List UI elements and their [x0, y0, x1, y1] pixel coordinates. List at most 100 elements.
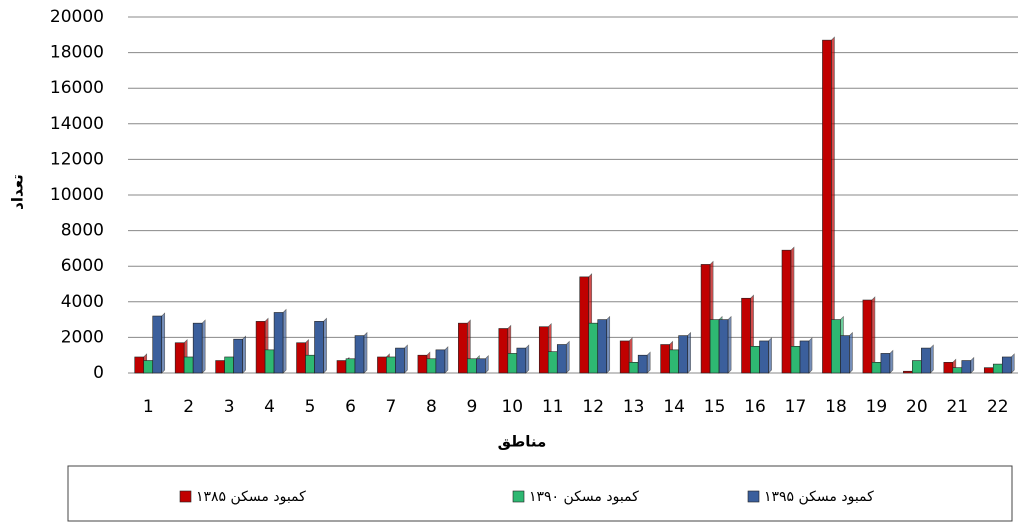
y-tick-label: 20000 [50, 7, 104, 27]
bar [134, 356, 145, 374]
x-tick-label: 19 [866, 397, 888, 417]
x-tick-label: 1 [143, 397, 154, 417]
bar [822, 39, 832, 374]
bar [458, 322, 468, 374]
x-tick-label: 9 [466, 397, 477, 417]
bar [628, 362, 639, 374]
bar-side [201, 319, 206, 374]
bar [467, 358, 477, 374]
bar [498, 328, 509, 374]
x-tick-label: 4 [264, 397, 275, 417]
y-tick-label: 4000 [61, 292, 104, 312]
bar-side [889, 349, 894, 374]
bar-side [727, 315, 732, 374]
bar [799, 340, 810, 374]
bar-side [768, 337, 772, 374]
y-tick-label: 16000 [50, 78, 104, 98]
bar [588, 322, 599, 374]
bar [862, 299, 873, 374]
bar-side [606, 315, 611, 374]
x-tick-label: 22 [987, 397, 1009, 417]
bar [395, 347, 405, 374]
bar [547, 351, 558, 374]
bar-side [849, 331, 853, 374]
bar [215, 360, 225, 374]
bar [912, 360, 922, 374]
bar [417, 354, 428, 374]
bar [143, 360, 154, 374]
bar [952, 367, 963, 374]
bar-side [687, 331, 691, 374]
x-tick-label: 2 [183, 397, 194, 417]
bar [192, 322, 203, 374]
bar [871, 362, 882, 374]
bar [840, 335, 850, 374]
bar [759, 340, 769, 374]
bar [476, 358, 486, 374]
bar-side [808, 337, 813, 374]
legend-swatch [179, 490, 192, 503]
x-tick-label: 5 [305, 397, 316, 417]
bar [305, 354, 315, 374]
x-tick-label: 13 [623, 397, 645, 417]
bar [224, 356, 234, 374]
y-tick-label: 14000 [50, 114, 104, 134]
x-tick-label: 6 [345, 397, 356, 417]
bar [700, 264, 711, 374]
bar [619, 340, 630, 374]
y-tick-label: 2000 [61, 327, 104, 347]
bar-side [1010, 353, 1015, 374]
bar [377, 356, 387, 374]
y-tick-label: 8000 [61, 221, 104, 241]
bar-side [930, 344, 934, 374]
bar [961, 360, 972, 374]
bar [660, 344, 670, 374]
bar [718, 319, 729, 374]
bar [386, 356, 396, 374]
bar [678, 335, 688, 374]
bar [273, 312, 284, 374]
bar [597, 319, 608, 374]
bar-side [161, 312, 166, 374]
bar-side [871, 296, 876, 374]
bar [790, 345, 801, 374]
y-tick-label: 6000 [61, 256, 104, 276]
x-tick-label: 10 [501, 397, 523, 417]
y-tick-label: 0 [93, 363, 104, 383]
bar [538, 326, 549, 374]
bar [336, 360, 347, 374]
bar [943, 362, 954, 374]
bar [255, 321, 266, 374]
bar [983, 367, 994, 374]
legend-label: کمبود مسکن ۱۳۸۵ [196, 489, 306, 505]
bar-side [525, 344, 530, 374]
legend-label: کمبود مسکن ۱۳۹۰ [529, 489, 639, 505]
bar [435, 349, 446, 374]
bar [233, 338, 243, 374]
bar [556, 344, 567, 374]
bar-side [444, 346, 449, 374]
bar [507, 353, 518, 374]
bar [296, 342, 306, 374]
bar [880, 353, 891, 374]
y-axis-title: تعداد [9, 174, 27, 210]
bar [669, 349, 679, 374]
x-tick-label: 17 [785, 397, 807, 417]
x-tick-label: 12 [582, 397, 604, 417]
bar [781, 249, 792, 374]
bar [579, 276, 590, 374]
y-tick-label: 18000 [50, 43, 104, 63]
bar [709, 319, 720, 374]
x-tick-label: 20 [906, 397, 928, 417]
x-tick-label: 16 [744, 397, 766, 417]
bar-side [363, 331, 368, 374]
bar-side [282, 308, 287, 374]
bar [903, 370, 913, 374]
legend-label: کمبود مسکن ۱۳۹۵ [764, 489, 874, 505]
legend-swatch [747, 490, 760, 503]
bar [831, 319, 841, 374]
x-axis-title: مناطق [498, 433, 547, 451]
bar-side [646, 351, 651, 374]
bar [314, 321, 324, 374]
